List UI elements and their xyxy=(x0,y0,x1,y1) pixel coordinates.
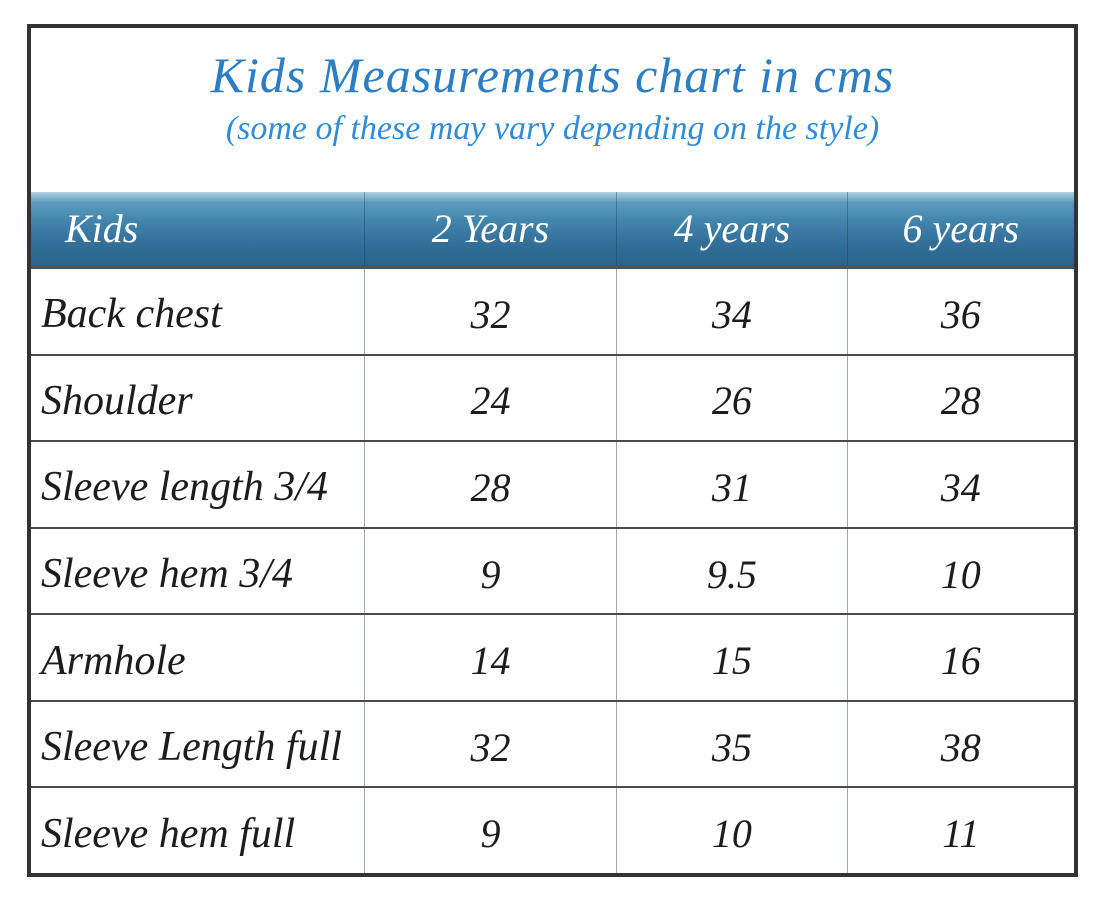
row-label: Sleeve length 3/4 xyxy=(31,442,365,527)
value-cell-4-years: 34 xyxy=(617,269,848,354)
table-body: Back chest 32 34 36 Shoulder 24 26 28 Sl… xyxy=(31,269,1074,874)
value-cell-6-years: 38 xyxy=(940,724,981,770)
table-row-shoulder: Shoulder 24 26 28 xyxy=(31,353,1074,441)
title-area: Kids Measurements chart in cms (some of … xyxy=(31,28,1074,192)
value-cell-2-years: 24 xyxy=(365,355,618,441)
value-cell-4-years: 26 xyxy=(617,355,848,441)
value-cell-2-years: 9 xyxy=(365,788,618,874)
header-cell-6-years: 6 years xyxy=(902,206,1020,251)
measurement-chart-frame: Kids Measurements chart in cms (some of … xyxy=(27,24,1078,877)
value-cell-2-years: 9 xyxy=(365,528,618,614)
value-cell-2-years: 32 xyxy=(365,269,618,354)
header-cell-kids: Kids xyxy=(31,192,365,265)
value-cell-6-years: 16 xyxy=(940,638,981,684)
chart-title: Kids Measurements chart in cms xyxy=(210,47,895,103)
value-cell-2-years: 32 xyxy=(365,701,618,787)
value-cell-6-years: 36 xyxy=(940,291,981,337)
table-row-sleeve-hem-34: Sleeve hem 3/4 9 9.5 10 xyxy=(31,526,1074,614)
value-cell-6-years: 34 xyxy=(940,464,981,510)
value-cell-6-years: 28 xyxy=(940,378,981,424)
table-row-sleeve-hem-full: Sleeve hem full 9 10 11 xyxy=(31,786,1074,874)
row-label: Sleeve hem full xyxy=(31,788,365,874)
table-row-sleeve-length-full: Sleeve Length full 32 35 38 xyxy=(31,699,1074,787)
table-header-row: Kids 2 Years 4 years 6 years xyxy=(31,192,1074,269)
value-cell-4-years: 15 xyxy=(617,615,848,700)
value-cell-4-years: 9.5 xyxy=(617,528,848,614)
table-row-sleeve-length-34: Sleeve length 3/4 28 31 34 xyxy=(31,440,1074,527)
chart-subtitle: (some of these may vary depending on the… xyxy=(225,110,880,147)
header-cell-2-years: 2 Years xyxy=(365,192,618,265)
value-cell-4-years: 35 xyxy=(617,701,848,787)
value-cell-4-years: 31 xyxy=(617,442,848,527)
row-label: Sleeve Length full xyxy=(31,701,365,787)
row-label: Armhole xyxy=(31,615,365,700)
table-row-armhole: Armhole 14 15 16 xyxy=(31,613,1074,700)
row-label: Shoulder xyxy=(31,355,365,441)
row-label: Back chest xyxy=(31,269,365,354)
header-cell-4-years: 4 years xyxy=(617,192,848,265)
table-row-back-chest: Back chest 32 34 36 xyxy=(31,269,1074,354)
value-cell-4-years: 10 xyxy=(617,788,848,874)
value-cell-2-years: 28 xyxy=(365,442,618,527)
value-cell-2-years: 14 xyxy=(365,615,618,700)
value-cell-6-years: 11 xyxy=(942,811,980,857)
row-label: Sleeve hem 3/4 xyxy=(31,528,365,614)
value-cell-6-years: 10 xyxy=(940,551,981,597)
